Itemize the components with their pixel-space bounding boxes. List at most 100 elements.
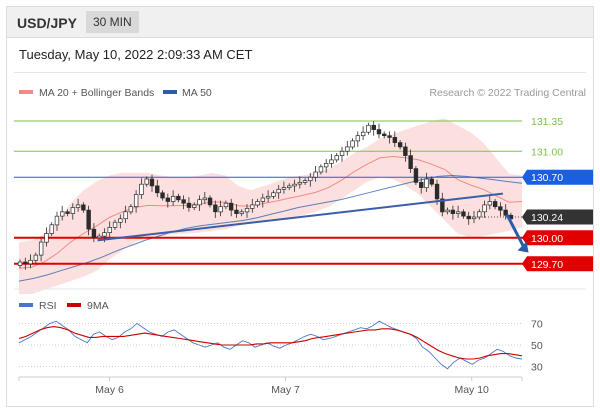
price-panel: 131.35 131.00 130.70 130.24 130.00 129.70 [14, 116, 593, 295]
candle-body [60, 211, 65, 217]
candle-body [54, 215, 60, 226]
candle-body [403, 146, 408, 156]
candle-body [434, 183, 440, 200]
candle-body [461, 211, 466, 217]
candle-body [482, 204, 487, 213]
candle-body [397, 142, 403, 148]
x-tick-label: May 6 [95, 384, 124, 396]
timestamp: Tuesday, May 10, 2022 2:09:33 AM CET [19, 47, 253, 62]
candle-body [498, 206, 503, 211]
candle-body [371, 124, 376, 130]
candle-body [292, 183, 297, 187]
level-label: 130.24 [531, 212, 563, 224]
rsi-tick-label: 30 [531, 362, 543, 374]
candle-body [376, 129, 382, 135]
candle-body [424, 178, 429, 189]
widget-header: USD/JPY 30 MIN [7, 7, 593, 38]
candle-body [366, 124, 371, 133]
rsi-panel: 70 50 30 [18, 318, 543, 374]
ma50-line [18, 174, 523, 282]
candle-body [308, 176, 313, 182]
rsi-legend: RSI 9MA [19, 300, 109, 312]
candle-body [360, 131, 366, 137]
level-badge-support [522, 230, 593, 246]
candle-body [17, 261, 23, 266]
candle-body [276, 188, 281, 194]
level-badge-current [522, 209, 593, 225]
level-label: 131.35 [531, 116, 563, 128]
candle-body [287, 185, 292, 188]
candle-body [207, 197, 213, 206]
header-divider [14, 72, 586, 73]
forecast-arrow-head [517, 241, 529, 253]
candle-body [318, 166, 324, 173]
candle-body [382, 133, 387, 137]
candle-body [323, 163, 329, 168]
ma50-legend-swatch [163, 90, 177, 94]
candle-body [218, 206, 223, 213]
candle-body [197, 199, 202, 206]
candle-body [250, 204, 255, 209]
candle-body [81, 204, 86, 211]
candle-body [503, 209, 508, 216]
x-tick-label: May 10 [454, 384, 489, 396]
rsi-line [18, 320, 523, 370]
research-credit: Research © 2022 Trading Central [429, 87, 586, 99]
candle-body [223, 202, 229, 208]
level-badge-support [522, 256, 593, 272]
instrument-symbol: USD/JPY [17, 15, 77, 31]
candle-body [165, 197, 171, 202]
forecast-arrow-shaft [505, 213, 526, 250]
candle-body [487, 201, 493, 206]
candle-body [97, 235, 102, 239]
candle-body [128, 206, 134, 213]
candle-body [408, 155, 413, 169]
candle-body [144, 178, 149, 185]
candle-body [281, 187, 287, 190]
candle-body [91, 228, 97, 239]
candle-body [265, 195, 271, 199]
candle-body [102, 232, 107, 237]
candle-body [255, 201, 260, 206]
level-label: 129.70 [531, 259, 563, 271]
level-label: 131.00 [531, 146, 563, 158]
candle-body [334, 155, 339, 161]
candle-body [118, 218, 123, 223]
candle-body [112, 221, 118, 228]
candle-body [445, 209, 450, 213]
rsi-ma-legend-label: 9MA [87, 300, 109, 312]
rsi-tick-label: 70 [531, 318, 543, 330]
ma20-line [18, 155, 523, 269]
level-badge-pivot [522, 169, 593, 185]
x-axis: May 6 May 7 May 10 [18, 376, 523, 396]
candle-body [181, 199, 186, 204]
candle-body [86, 209, 91, 230]
candle-body [149, 178, 155, 187]
candle-body [313, 171, 318, 178]
candle-body [228, 202, 234, 211]
candle-body [49, 224, 54, 234]
candle-body [429, 178, 434, 185]
candle-body [192, 204, 197, 208]
candle-body [302, 180, 308, 183]
candle-body [123, 211, 128, 220]
rsi-ma-legend-swatch [67, 303, 81, 307]
candle-body [155, 185, 160, 194]
candle-body [392, 137, 398, 143]
candle-body [413, 168, 419, 183]
candle-body [44, 233, 49, 243]
x-tick-label: May 7 [271, 384, 300, 396]
candle-body [419, 182, 424, 188]
candle-body [339, 150, 345, 156]
ma50-legend-label: MA 50 [182, 87, 212, 99]
candle-body [297, 182, 303, 185]
level-label: 130.70 [531, 172, 563, 184]
bollinger-band-area [19, 118, 522, 295]
candle-body [213, 204, 218, 213]
candle-body [75, 204, 81, 208]
candle-body [160, 192, 165, 199]
timeframe-badge[interactable]: 30 MIN [86, 11, 139, 33]
candle-body [355, 135, 361, 142]
candle-body [133, 194, 139, 207]
